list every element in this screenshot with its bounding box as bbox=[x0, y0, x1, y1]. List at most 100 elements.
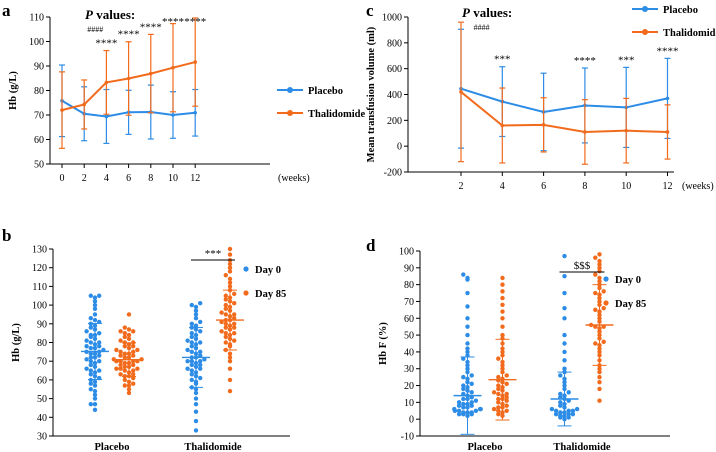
data-point bbox=[597, 379, 602, 385]
data-point bbox=[88, 355, 94, 360]
y-tick-label: 130 bbox=[32, 245, 47, 256]
data-point bbox=[92, 295, 98, 300]
p-italic: P bbox=[85, 7, 94, 22]
data-point bbox=[193, 428, 199, 433]
data-point bbox=[223, 325, 228, 330]
data-point bbox=[223, 312, 228, 317]
data-point bbox=[496, 405, 501, 410]
data-point bbox=[126, 332, 132, 338]
data-point bbox=[227, 261, 233, 267]
data-point bbox=[223, 340, 228, 345]
data-point bbox=[198, 329, 203, 334]
data-point bbox=[131, 368, 136, 373]
legend-marker bbox=[243, 290, 249, 296]
y-tick-label: 50 bbox=[37, 394, 47, 405]
y-tick-label: 120 bbox=[32, 263, 47, 274]
y-tick-label: 30 bbox=[37, 432, 47, 443]
y-tick-label: 600 bbox=[387, 64, 402, 75]
data-point bbox=[500, 316, 505, 321]
data-point bbox=[84, 357, 89, 362]
data-point bbox=[92, 302, 98, 308]
significance-marker: *** bbox=[205, 248, 222, 260]
data-point bbox=[597, 386, 602, 392]
p-values-text: values: bbox=[93, 7, 135, 22]
data-point bbox=[562, 316, 567, 321]
data-point bbox=[500, 302, 505, 308]
chart-panel-c: -200 0 200 400 600 800 1000 Mean transfusion vo… bbox=[366, 5, 716, 192]
data-point bbox=[566, 415, 571, 420]
data-point bbox=[562, 274, 567, 279]
data-point bbox=[118, 372, 123, 377]
y-tick-label: 110 bbox=[29, 13, 44, 24]
data-point bbox=[566, 390, 571, 395]
panel-label-c: c bbox=[366, 1, 374, 20]
data-point bbox=[465, 275, 470, 281]
data-point bbox=[232, 291, 237, 297]
data-point bbox=[553, 408, 559, 413]
significance-stars: **** bbox=[140, 21, 162, 33]
significance-hash: #### bbox=[474, 23, 490, 32]
data-point bbox=[601, 305, 606, 311]
data-point bbox=[193, 60, 197, 64]
data-point bbox=[574, 406, 580, 412]
y-tick-label: 800 bbox=[387, 38, 402, 49]
x-tick-label: 12 bbox=[190, 173, 200, 184]
data-point bbox=[496, 408, 501, 413]
data-point bbox=[469, 403, 474, 408]
data-point bbox=[496, 356, 501, 361]
data-point bbox=[193, 387, 199, 392]
data-point bbox=[126, 390, 132, 396]
data-point bbox=[558, 403, 563, 408]
data-point bbox=[232, 321, 237, 326]
data-point bbox=[553, 411, 559, 417]
data-point bbox=[193, 110, 197, 115]
data-point bbox=[118, 338, 123, 343]
data-point bbox=[171, 113, 175, 117]
data-point bbox=[88, 315, 94, 321]
data-point bbox=[558, 410, 563, 415]
data-point bbox=[189, 344, 194, 349]
data-point bbox=[597, 279, 602, 284]
data-point bbox=[118, 366, 123, 371]
p-values-title: P values: bbox=[462, 5, 512, 20]
data-point bbox=[126, 379, 132, 384]
data-point bbox=[461, 383, 466, 388]
legend-marker bbox=[603, 300, 609, 306]
data-point bbox=[135, 366, 140, 371]
data-point bbox=[496, 391, 501, 397]
data-point bbox=[189, 362, 194, 368]
significance-stars: **** bbox=[95, 38, 117, 50]
series-line bbox=[460, 87, 668, 113]
data-point bbox=[219, 310, 224, 315]
legend-marker bbox=[642, 6, 648, 12]
data-point bbox=[131, 381, 136, 386]
data-point bbox=[504, 408, 509, 413]
data-point bbox=[504, 395, 509, 400]
y-tick-label: 90 bbox=[34, 62, 44, 73]
data-point bbox=[97, 293, 102, 298]
data-point bbox=[223, 334, 228, 340]
data-point bbox=[88, 293, 94, 298]
data-point bbox=[97, 344, 102, 349]
y-tick-label: 0 bbox=[397, 142, 402, 153]
data-point bbox=[459, 90, 463, 94]
data-point bbox=[88, 362, 94, 368]
x-tick-label: 12 bbox=[663, 181, 673, 192]
data-point bbox=[461, 396, 466, 402]
data-point bbox=[223, 330, 228, 336]
y-axis-label: Hb (g/L) bbox=[8, 71, 19, 110]
y-tick-label: 0 bbox=[409, 415, 414, 426]
data-point bbox=[227, 246, 233, 252]
data-point bbox=[118, 362, 123, 368]
data-point bbox=[131, 329, 136, 334]
data-point bbox=[92, 388, 98, 394]
x-tick-label: 2 bbox=[459, 181, 464, 192]
x-tick-label: 6 bbox=[126, 173, 131, 184]
y-tick-label: 110 bbox=[32, 282, 47, 293]
y-tick-label: 60 bbox=[37, 375, 47, 386]
data-point bbox=[500, 289, 505, 294]
data-point bbox=[171, 65, 175, 70]
data-point bbox=[504, 373, 509, 378]
data-point bbox=[82, 102, 86, 107]
data-point bbox=[92, 306, 98, 312]
